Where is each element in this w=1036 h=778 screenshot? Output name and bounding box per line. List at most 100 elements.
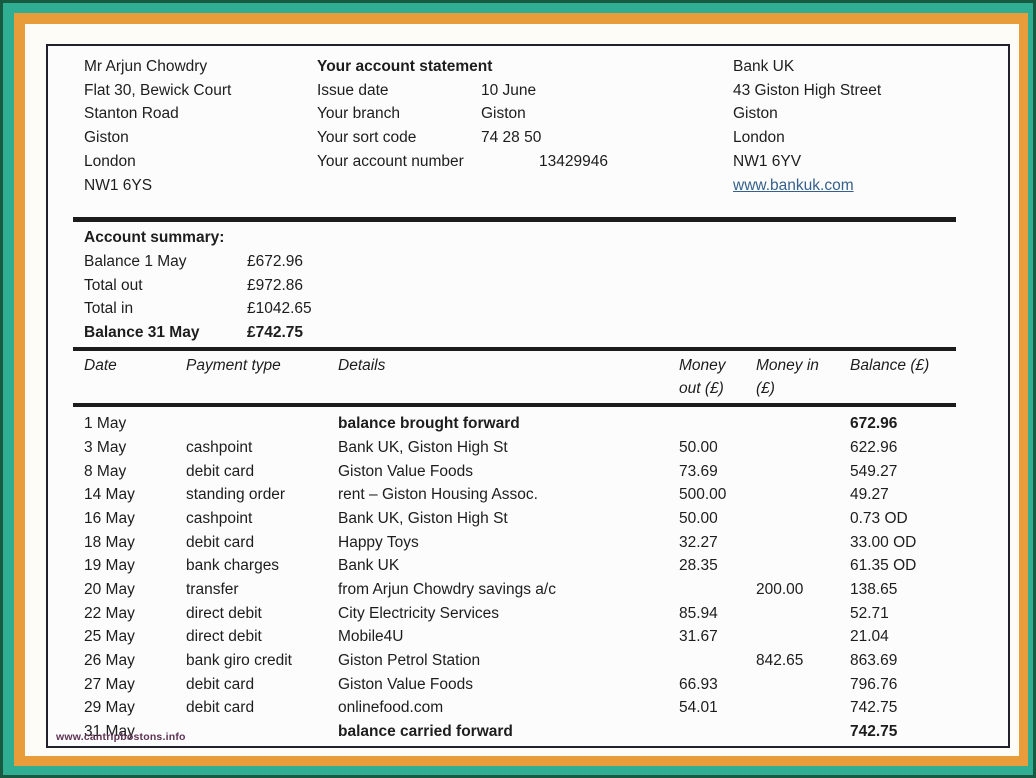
- cell-date: 3 May: [84, 438, 127, 456]
- cell-money-out: [679, 412, 756, 436]
- cell-details: Mobile4U: [338, 628, 404, 646]
- cell-payment-type: bank giro credit: [186, 652, 292, 670]
- decorative-frame-orange: Mr Arjun Chowdry Flat 30, Bewick Court S…: [14, 13, 1028, 766]
- cell-balance: 33.00 OD: [850, 533, 917, 551]
- cell-money-out: 31.67: [679, 628, 718, 646]
- cell-money-in: [756, 554, 850, 578]
- cell-date: 19 May: [84, 557, 135, 575]
- customer-name: Mr Arjun Chowdry: [84, 58, 208, 75]
- summary-label: Balance 31 May: [84, 324, 200, 342]
- customer-address-block: Mr Arjun Chowdry Flat 30, Bewick Court S…: [84, 55, 317, 197]
- customer-address-line: Stanton Road: [84, 105, 179, 123]
- branch-row: Your branch Giston: [317, 102, 733, 126]
- cell-money-in: [756, 507, 850, 531]
- cell-details: Bank UK: [338, 557, 400, 575]
- cell-payment-type: debit card: [186, 533, 255, 551]
- cell-money-in: [756, 412, 850, 436]
- table-row: 14 May standing order rent – Giston Hous…: [73, 483, 956, 507]
- account-summary: Account summary: Balance 1 May £672.96 T…: [84, 226, 1008, 345]
- cell-money-in: 200.00: [756, 580, 804, 598]
- bank-address-line: London: [733, 129, 785, 147]
- cell-money-out: 32.27: [679, 533, 718, 551]
- cell-date: 18 May: [84, 533, 135, 551]
- customer-address-line: London: [84, 152, 136, 170]
- table-row: 29 May debit card onlinefood.com 54.01 7…: [73, 696, 956, 720]
- cell-details: onlinefood.com: [338, 699, 444, 717]
- column-header-balance: Balance (£): [850, 356, 930, 374]
- summary-value: £742.75: [247, 324, 304, 342]
- table-row: 1 May balance brought forward 672.96: [73, 412, 956, 436]
- branch-value: Giston: [481, 105, 526, 123]
- column-header-money-in: Money in (£): [756, 356, 819, 398]
- bank-address-line: 43 Giston High Street: [733, 81, 882, 99]
- cell-payment-type: cashpoint: [186, 438, 253, 456]
- cell-date: 26 May: [84, 652, 135, 670]
- bank-website-link[interactable]: www.bankuk.com: [733, 176, 854, 194]
- bank-name: Bank UK: [733, 58, 795, 75]
- sort-code-row: Your sort code 74 28 50: [317, 126, 733, 150]
- cell-balance: 796.76: [850, 675, 898, 693]
- cell-details: rent – Giston Housing Assoc.: [338, 486, 538, 504]
- cell-payment-type: cashpoint: [186, 509, 253, 527]
- account-summary-title: Account summary:: [84, 229, 225, 247]
- cell-details: City Electricity Services: [338, 604, 500, 622]
- account-number-value: 13429946: [539, 152, 608, 170]
- cell-money-in: [756, 625, 850, 649]
- cell-balance: 549.27: [850, 462, 898, 480]
- cell-payment-type: [186, 412, 338, 436]
- bank-postcode: NW1 6YV: [733, 152, 802, 170]
- cell-details: Giston Value Foods: [338, 462, 473, 480]
- sort-code-value: 74 28 50: [481, 129, 542, 147]
- cell-balance: 21.04: [850, 628, 889, 646]
- summary-label: Total in: [84, 300, 134, 318]
- decorative-frame-margin: Mr Arjun Chowdry Flat 30, Bewick Court S…: [25, 24, 1019, 756]
- issue-date-value: 10 June: [481, 81, 537, 99]
- issue-date-row: Issue date 10 June: [317, 79, 733, 103]
- cell-balance: 61.35 OD: [850, 557, 917, 575]
- cell-balance: 622.96: [850, 438, 898, 456]
- statement-title: Your account statement: [317, 58, 493, 75]
- table-row: 19 May bank charges Bank UK 28.35 61.35 …: [73, 554, 956, 578]
- cell-date: 20 May: [84, 580, 135, 598]
- branch-label: Your branch: [317, 105, 401, 123]
- column-header-payment-type: Payment type: [186, 356, 281, 374]
- cell-money-out: [679, 720, 756, 744]
- cell-payment-type: bank charges: [186, 557, 280, 575]
- column-header-date: Date: [84, 356, 117, 374]
- transactions-table-header: Date Payment type Details Money out (£) …: [73, 351, 956, 403]
- cell-payment-type: direct debit: [186, 604, 262, 622]
- cell-payment-type: debit card: [186, 675, 255, 693]
- cell-money-in: [756, 436, 850, 460]
- cell-date: 22 May: [84, 604, 135, 622]
- summary-label: Balance 1 May: [84, 252, 187, 270]
- account-statement-info: Your account statement Issue date 10 Jun…: [317, 55, 733, 197]
- cell-payment-type: debit card: [186, 462, 255, 480]
- summary-row-opening-balance: Balance 1 May £672.96: [84, 250, 1008, 274]
- cell-money-in: [756, 460, 850, 484]
- cell-money-in: [756, 720, 850, 744]
- account-number-row: Your account number 13429946: [317, 150, 733, 174]
- cell-date: 16 May: [84, 509, 135, 527]
- cell-date: 31 May: [84, 723, 135, 741]
- watermark-text: www.cantripbostons.info: [56, 731, 186, 743]
- table-row: 16 May cashpoint Bank UK, Giston High St…: [73, 507, 956, 531]
- cell-balance: 742.75: [850, 723, 898, 741]
- cell-balance: 672.96: [850, 415, 898, 433]
- cell-money-in: [756, 673, 850, 697]
- cell-balance: 49.27: [850, 486, 889, 504]
- cell-money-out: 85.94: [679, 604, 718, 622]
- cell-details: Giston Value Foods: [338, 675, 473, 693]
- cell-money-in: 842.65: [756, 652, 804, 670]
- cell-money-out: 73.69: [679, 462, 718, 480]
- table-row: 8 May debit card Giston Value Foods 73.6…: [73, 460, 956, 484]
- table-row: 26 May bank giro credit Giston Petrol St…: [73, 649, 956, 673]
- cell-money-out: 500.00: [679, 486, 727, 504]
- cell-money-in: [756, 531, 850, 555]
- divider-rule-header-bottom: [73, 403, 956, 408]
- cell-balance: 0.73 OD: [850, 509, 908, 527]
- cell-date: 8 May: [84, 462, 127, 480]
- statement-header: Mr Arjun Chowdry Flat 30, Bewick Court S…: [84, 55, 1008, 197]
- cell-details: Bank UK, Giston High St: [338, 438, 508, 456]
- cell-details: Happy Toys: [338, 533, 419, 551]
